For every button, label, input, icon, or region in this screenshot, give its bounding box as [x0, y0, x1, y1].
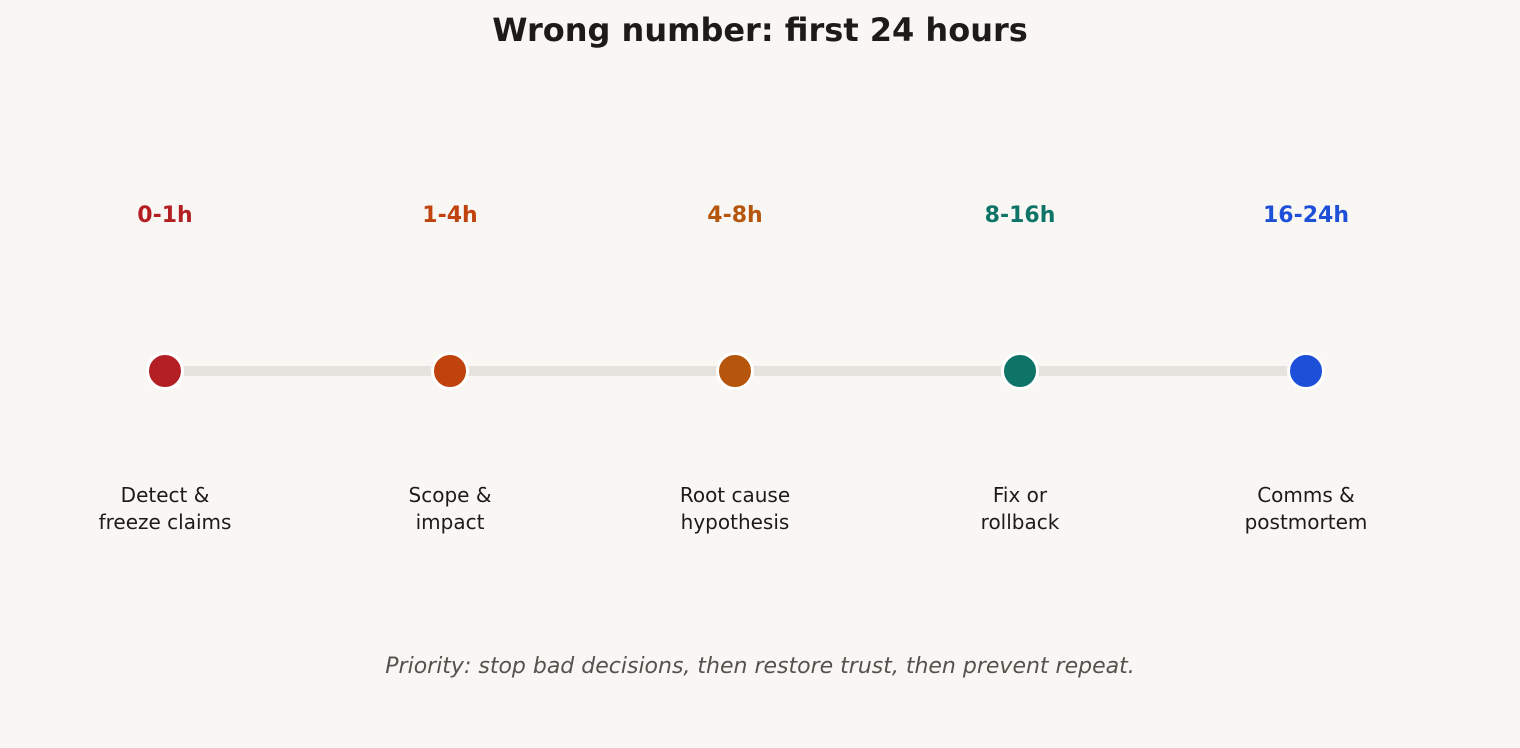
- stage-marker: [1001, 352, 1039, 390]
- stage-time: 8-16h: [984, 203, 1056, 228]
- stage-label: Root cause hypothesis: [615, 482, 855, 536]
- stage-label: Fix or rollback: [900, 482, 1140, 536]
- stage-time: 16-24h: [1262, 203, 1350, 228]
- stage-label-line: Fix or: [992, 483, 1048, 507]
- stage-label-line: Root cause: [679, 483, 791, 507]
- stage-label-line: hypothesis: [680, 510, 790, 534]
- stage-time: 4-8h: [707, 203, 763, 228]
- stage-label-line: postmortem: [1244, 510, 1368, 534]
- stage-time: 1-4h: [422, 203, 478, 228]
- diagram-title: Wrong number: first 24 hours: [492, 11, 1028, 49]
- stage-marker: [146, 352, 184, 390]
- stage-marker: [1287, 352, 1325, 390]
- stage-time: 0-1h: [137, 203, 193, 228]
- stage-label: Scope & impact: [330, 482, 570, 536]
- stage-label-line: rollback: [980, 510, 1060, 534]
- stage-marker: [716, 352, 754, 390]
- stage-label-line: Comms &: [1257, 483, 1355, 507]
- stage-label-line: impact: [415, 510, 485, 534]
- timeline-track-segment-1: [165, 366, 450, 376]
- timeline-track-segment-4: [1020, 366, 1306, 376]
- timeline-track-segment-3: [735, 366, 1020, 376]
- stage-marker: [431, 352, 469, 390]
- stage-label-line: Detect &: [120, 483, 210, 507]
- stage-label-line: Scope &: [408, 483, 492, 507]
- timeline-track-segment-2: [450, 366, 735, 376]
- stage-label: Detect & freeze claims: [45, 482, 285, 536]
- stage-label-line: freeze claims: [98, 510, 232, 534]
- stage-label: Comms & postmortem: [1186, 482, 1426, 536]
- priority-note: Priority: stop bad decisions, then resto…: [385, 654, 1135, 679]
